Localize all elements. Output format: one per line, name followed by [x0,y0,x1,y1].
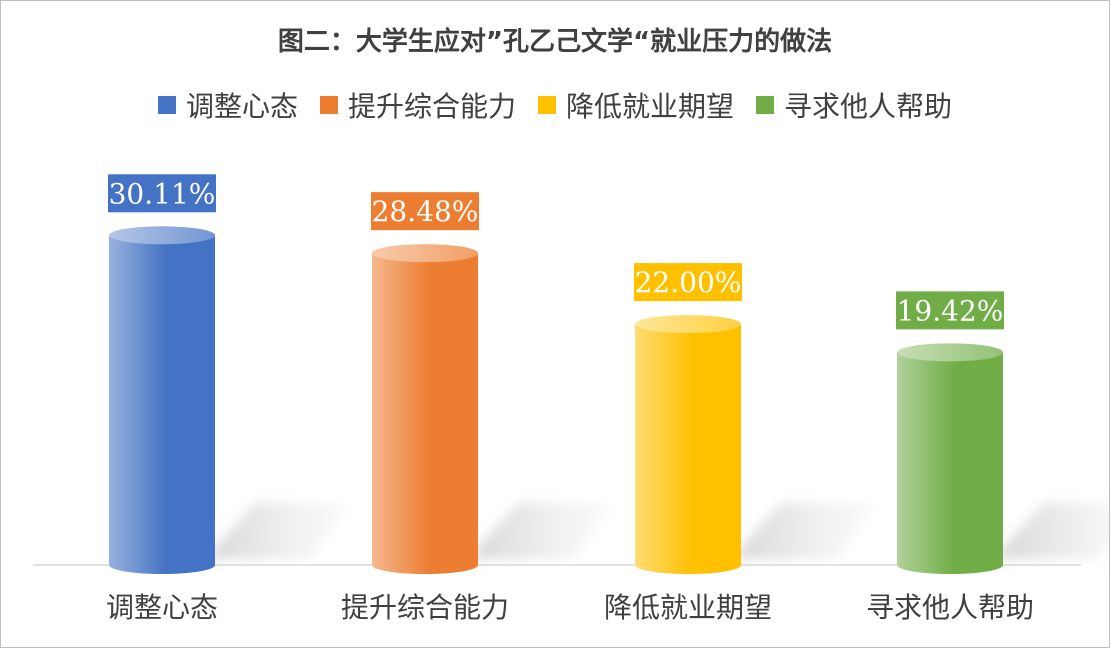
legend-item-2: 提升综合能力 [319,85,516,125]
legend-swatch-2 [319,96,338,114]
legend-label-3: 降低就业期望 [566,90,735,123]
chart-legend: 调整心态 提升综合能力 降低就业期望 寻求他人帮助 [1,85,1109,125]
category-label-3: 降低就业期望 [604,591,772,624]
data-label-box-4 [896,291,1004,330]
legend-item-3: 降低就业期望 [538,85,734,125]
chart-title: 图二：大学生应对”孔乙己文学“就业压力的做法 [277,27,833,57]
bar-shadow-1 [205,503,350,559]
bar-shadow-3 [731,503,876,559]
bar-top-4 [897,343,1003,362]
bar-3 [635,324,741,574]
bar-shadow-2 [468,503,613,559]
category-label-4: 寻求他人帮助 [866,591,1034,624]
data-label-box-1 [108,174,216,213]
legend-swatch-1 [157,96,176,114]
data-label-box-3 [634,263,742,302]
category-label-1: 调整心态 [106,591,218,624]
bar-top-3 [635,315,741,334]
data-label-4: 19.42% [897,294,1004,327]
legend-item-4: 寻求他人帮助 [756,85,952,125]
legend-label-4: 寻求他人帮助 [784,90,953,123]
data-label-2: 28.48% [372,195,479,228]
legend-label-1: 调整心态 [185,90,298,123]
bar-top-1 [109,226,215,245]
bar-shadow-4 [993,503,1109,559]
legend-swatch-3 [538,96,556,114]
category-label-2: 提升综合能力 [341,591,509,624]
legend-item-1: 调整心态 [157,85,298,125]
bar-top-2 [372,244,478,263]
data-label-box-2 [371,192,479,231]
data-label-3: 22.00% [635,266,742,299]
legend-swatch-4 [756,96,775,114]
legend-label-2: 提升综合能力 [347,90,516,123]
bar-4 [897,352,1003,574]
data-label-1: 30.11% [109,177,216,210]
bar-1 [109,235,215,574]
bar-2 [372,253,478,575]
